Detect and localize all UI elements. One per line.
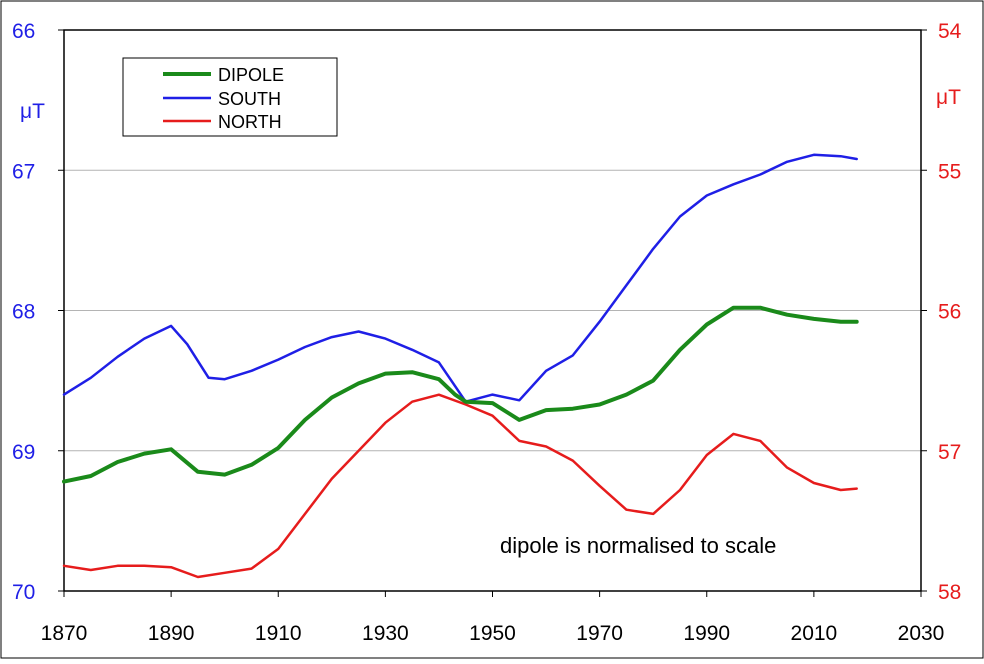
legend: DIPOLE SOUTH NORTH (122, 57, 338, 137)
legend-label-north: NORTH (218, 112, 282, 132)
y-right-tick-label: 57 (938, 441, 961, 464)
x-tick-label: 1930 (362, 622, 409, 645)
x-tick-label: 2030 (898, 622, 945, 645)
x-tick-label: 1950 (469, 622, 516, 645)
series-line-north (62, 393, 858, 579)
chart-annotation: dipole is normalised to scale (500, 533, 776, 558)
y-left-tick-label: 66 (12, 20, 35, 43)
y-left-tick-label: 67 (12, 160, 35, 183)
y-left-tick-label: 70 (12, 581, 35, 604)
y-left-tick-label: 69 (12, 441, 35, 464)
series-lines (62, 153, 859, 579)
x-tick-label: 1970 (576, 622, 623, 645)
series-line-dipole (62, 305, 859, 484)
legend-label-dipole: DIPOLE (218, 65, 284, 85)
x-tick-label: 1990 (683, 622, 730, 645)
y-right-tick-label: 55 (938, 160, 961, 183)
y-right-tick-label: 54 (938, 20, 962, 43)
legend-box (122, 57, 338, 137)
x-tick-label: 1870 (41, 622, 88, 645)
left-axis-unit: μT (20, 100, 45, 123)
y-right-tick-label: 58 (938, 581, 961, 604)
right-axis-unit: μT (936, 86, 961, 109)
series-line-south (62, 153, 858, 403)
y-left-tick-label: 68 (12, 301, 35, 324)
legend-label-south: SOUTH (218, 89, 281, 109)
x-tick-label: 1890 (148, 622, 195, 645)
axis-ticks: 66 67 68 69 70 54 55 56 57 58 1870 1890 1910 1930 1950… (12, 20, 962, 645)
x-tick-label: 1910 (255, 622, 302, 645)
x-tick-label: 2010 (791, 622, 838, 645)
y-right-tick-label: 56 (938, 301, 961, 324)
